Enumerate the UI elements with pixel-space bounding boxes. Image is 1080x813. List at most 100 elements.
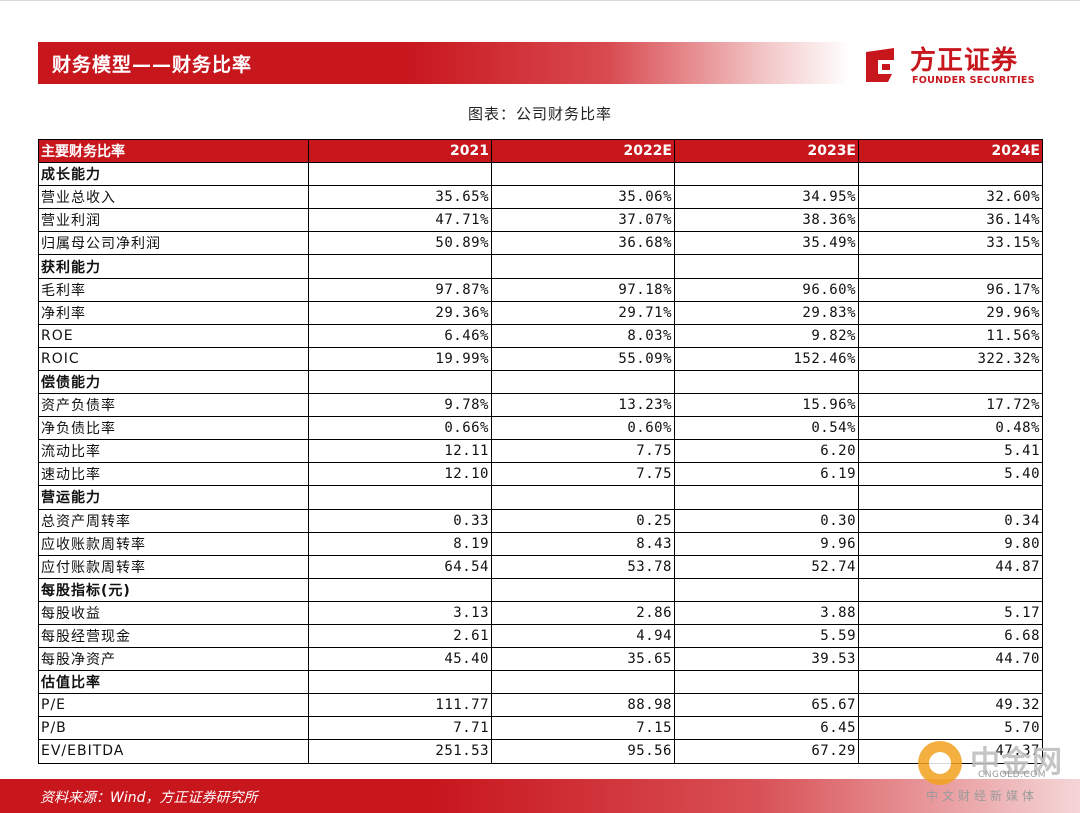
table-row: 总资产周转率 0.33 0.25 0.30 0.34 (38, 508, 1043, 533)
watermark-cn: 中金网 (970, 745, 1063, 780)
value-cell: 53.78 (491, 554, 675, 579)
value-cell: 44.87 (858, 554, 1043, 579)
value-cell (674, 369, 859, 395)
logo-text-en: FOUNDER SECURITIES (912, 75, 1035, 86)
value-cell: 35.06% (491, 185, 675, 210)
value-cell: 3.13 (308, 600, 492, 625)
founder-logo-icon (866, 48, 894, 82)
watermark-en: CNGOLD.COM (978, 770, 1047, 780)
value-cell: 36.14% (858, 208, 1043, 233)
value-cell: 39.53 (674, 647, 859, 672)
section-label: 获利能力 (38, 254, 309, 279)
cngold-watermark: 中金网 CNGOLD.COM 中文财经新媒体 (918, 735, 1078, 805)
table-row: 营业利润 47.71% 37.07% 38.36% 36.14% (38, 208, 1043, 233)
value-cell: 52.74 (674, 554, 859, 579)
section-row: 成长能力 (38, 162, 1043, 187)
watermark-sub: 中文财经新媒体 (926, 789, 1039, 803)
value-cell: 9.96 (674, 531, 859, 556)
value-cell (491, 670, 675, 695)
row-label: 营业总收入 (38, 185, 309, 210)
value-cell: 0.25 (491, 508, 675, 533)
page-title: 财务模型——财务比率 (52, 54, 253, 76)
footer-banner: 资料来源：Wind，方正证券研究所 (0, 779, 1080, 813)
table-row: ROIC 19.99% 55.09% 152.46% 322.32% (38, 346, 1043, 371)
table-row: 速动比率 12.10 7.75 6.19 5.40 (38, 462, 1043, 487)
value-cell: 35.65% (308, 185, 492, 210)
value-cell: 7.75 (491, 439, 675, 464)
section-label: 成长能力 (38, 162, 309, 187)
row-label: 应付账款周转率 (38, 554, 309, 579)
value-cell: 5.17 (858, 600, 1043, 625)
value-cell: 37.07% (491, 208, 675, 233)
value-cell (308, 254, 492, 279)
section-row: 偿债能力 (38, 369, 1043, 395)
table-row: 营业总收入 35.65% 35.06% 34.95% 32.60% (38, 185, 1043, 210)
founder-logo: 方正证券 FOUNDER SECURITIES (862, 40, 1042, 90)
value-cell: 12.10 (308, 462, 492, 487)
row-label: ROE (38, 323, 309, 348)
value-cell: 9.80 (858, 531, 1043, 556)
table-row: 应收账款周转率 8.19 8.43 9.96 9.80 (38, 531, 1043, 556)
value-cell (491, 254, 675, 279)
value-cell: 322.32% (858, 346, 1043, 371)
section-label: 估值比率 (38, 670, 309, 695)
value-cell: 15.96% (674, 393, 859, 418)
value-cell: 9.78% (308, 393, 492, 418)
value-cell: 0.33 (308, 508, 492, 533)
value-cell: 12.11 (308, 439, 492, 464)
value-cell (491, 369, 675, 395)
value-cell (491, 162, 675, 187)
row-label: P/E (38, 693, 309, 718)
value-cell: 111.77 (308, 693, 492, 718)
row-label: 应收账款周转率 (38, 531, 309, 556)
row-label: 总资产周转率 (38, 508, 309, 533)
row-label: 每股收益 (38, 600, 309, 625)
value-cell: 8.43 (491, 531, 675, 556)
year-header: 2022E (491, 138, 675, 164)
value-cell: 5.59 (674, 623, 859, 649)
table-row: EV/EBITDA 251.53 95.56 67.29 47.37 (38, 739, 1043, 764)
value-cell: 96.17% (858, 277, 1043, 302)
row-label: 速动比率 (38, 462, 309, 487)
value-cell: 152.46% (674, 346, 859, 371)
value-cell: 5.40 (858, 462, 1043, 487)
value-cell: 13.23% (491, 393, 675, 418)
value-cell: 97.87% (308, 277, 492, 302)
row-label: P/B (38, 716, 309, 741)
value-cell: 95.56 (491, 739, 675, 764)
value-cell: 9.82% (674, 323, 859, 348)
value-cell (308, 485, 492, 510)
year-header: 2023E (674, 138, 859, 164)
value-cell: 0.60% (491, 416, 675, 441)
value-cell: 5.70 (858, 716, 1043, 741)
value-cell: 35.49% (674, 231, 859, 256)
value-cell (858, 577, 1043, 602)
value-cell: 6.46% (308, 323, 492, 348)
row-label: ROIC (38, 346, 309, 371)
value-cell: 3.88 (674, 600, 859, 625)
table-row: P/B 7.71 7.15 6.45 5.70 (38, 716, 1043, 741)
value-cell (308, 577, 492, 602)
value-cell: 29.36% (308, 300, 492, 325)
row-label: 净利率 (38, 300, 309, 325)
value-cell: 38.36% (674, 208, 859, 233)
value-cell (308, 162, 492, 187)
table-row: 每股收益 3.13 2.86 3.88 5.17 (38, 600, 1043, 625)
table-row: 流动比率 12.11 7.75 6.20 5.41 (38, 439, 1043, 464)
value-cell: 0.66% (308, 416, 492, 441)
value-cell: 35.65 (491, 647, 675, 672)
value-cell: 6.19 (674, 462, 859, 487)
value-cell: 0.34 (858, 508, 1043, 533)
value-cell (858, 670, 1043, 695)
value-cell (674, 670, 859, 695)
table-row: 每股净资产 45.40 35.65 39.53 44.70 (38, 647, 1043, 672)
value-cell: 67.29 (674, 739, 859, 764)
value-cell: 6.20 (674, 439, 859, 464)
value-cell: 34.95% (674, 185, 859, 210)
year-header: 2024E (858, 138, 1043, 164)
section-row: 营运能力 (38, 485, 1043, 510)
table-caption: 图表：公司财务比率 (467, 105, 612, 123)
value-cell (674, 162, 859, 187)
table-row: 净负债比率 0.66% 0.60% 0.54% 0.48% (38, 416, 1043, 441)
table-row: 毛利率 97.87% 97.18% 96.60% 96.17% (38, 277, 1043, 302)
